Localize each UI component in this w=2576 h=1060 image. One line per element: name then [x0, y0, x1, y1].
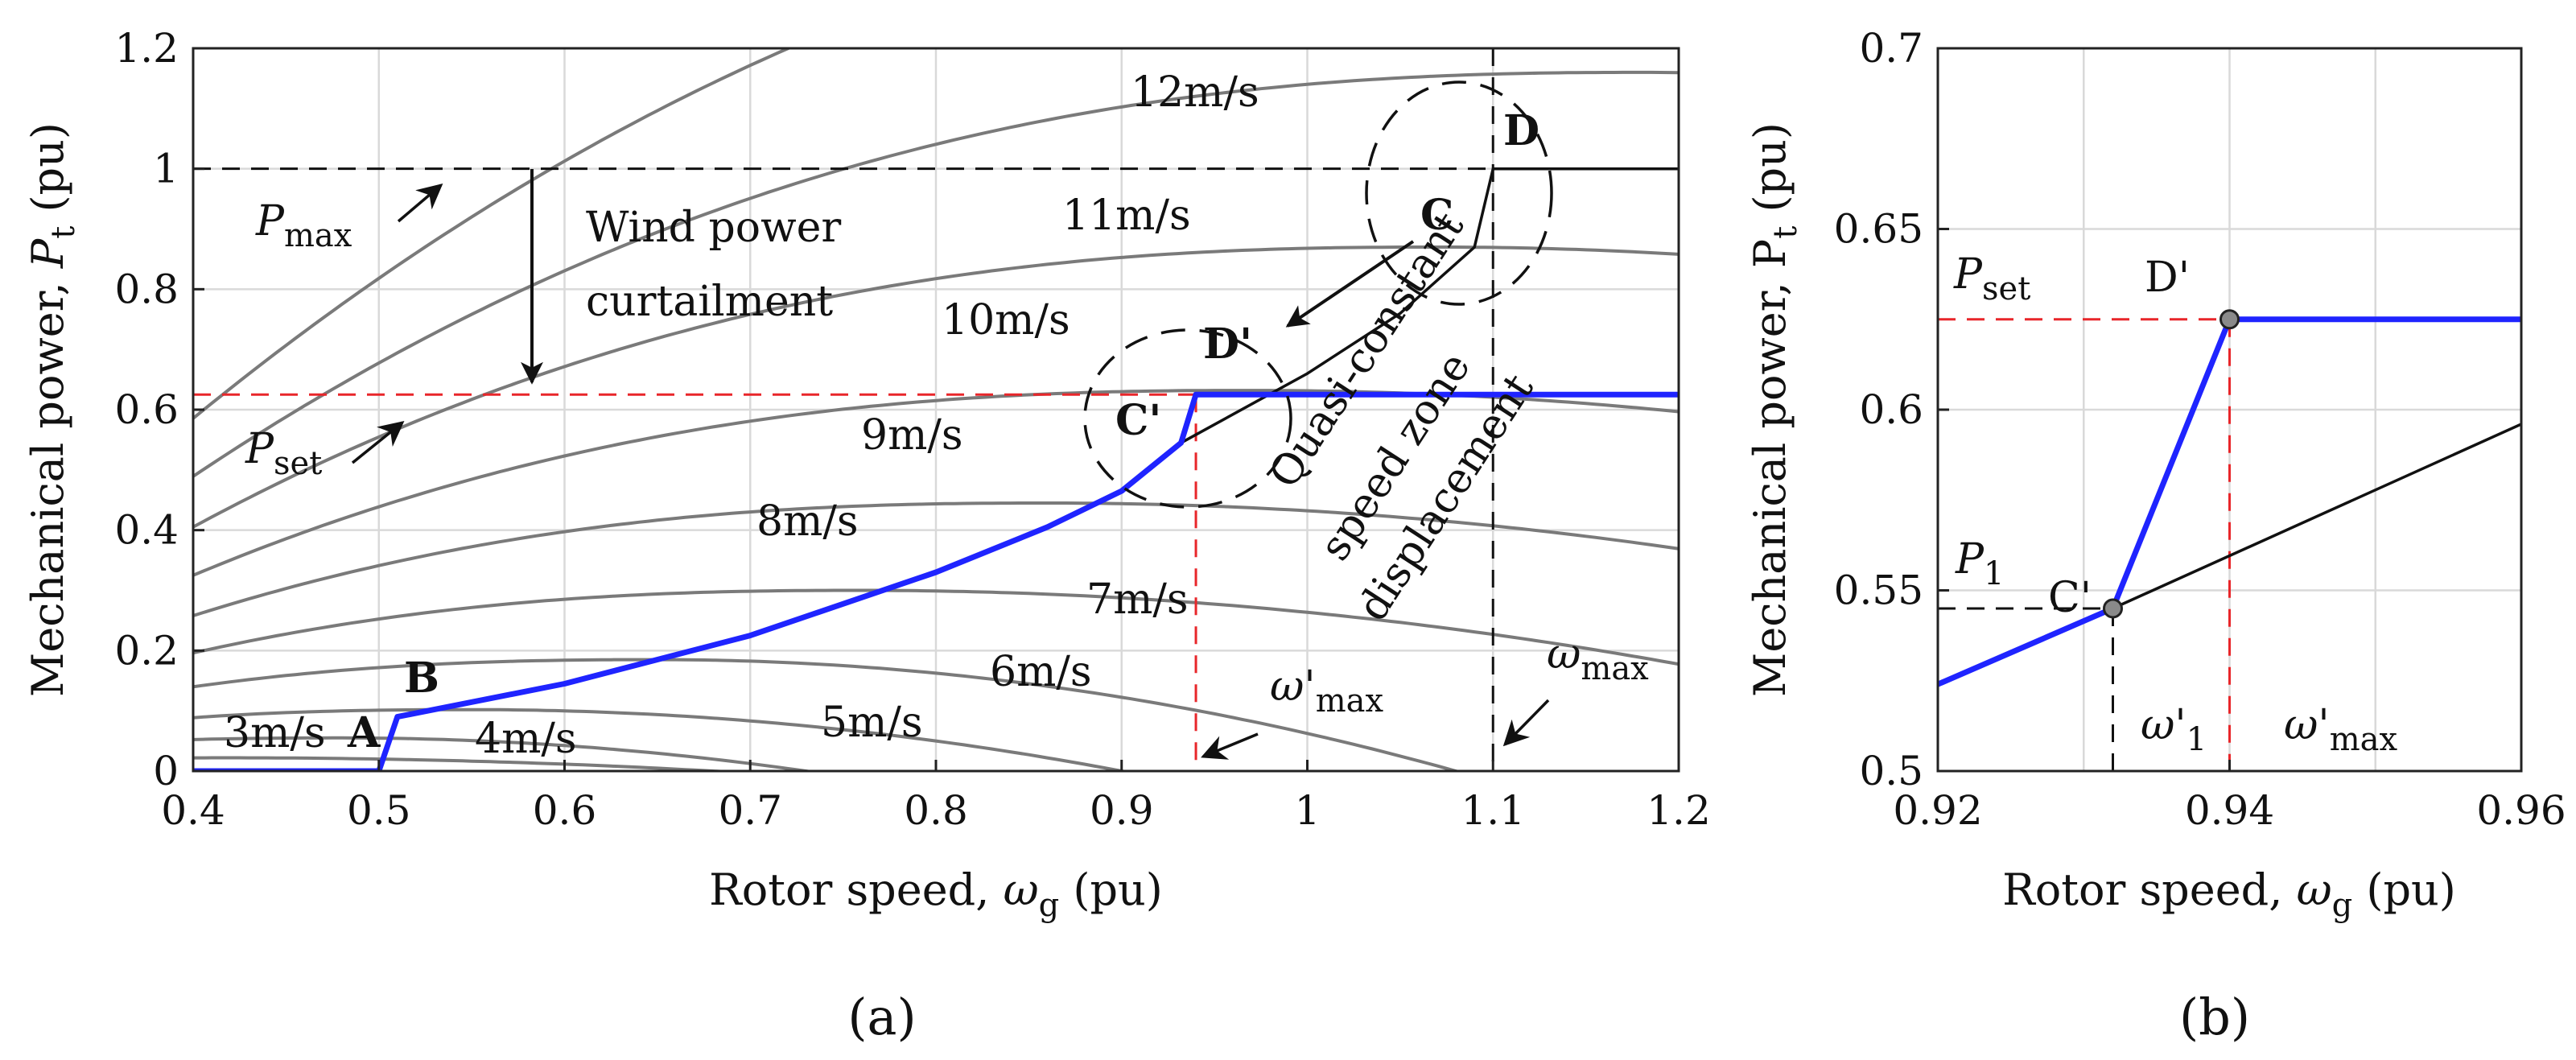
point-label-a: A: [347, 708, 381, 757]
label-9ms: 9m/s: [861, 411, 963, 460]
displacement-arrow: [1285, 240, 1415, 328]
panel-b-markers: [2103, 309, 2240, 619]
x-tick-label: 1.2: [1647, 787, 1711, 834]
label-6ms: 6m/s: [990, 648, 1092, 696]
y-tick-label: 1.2: [114, 25, 179, 72]
label-11ms: 11m/s: [1062, 192, 1191, 240]
panel-b-label: (b): [2179, 988, 2250, 1046]
marker-d-prime: [2219, 309, 2240, 330]
label-4ms: 4m/s: [475, 715, 577, 763]
panel-b-x-axis-label: Rotor speed, ωg (pu): [2002, 864, 2456, 924]
curtailed-blue-curve: [193, 391, 1679, 771]
wind-curve-10ms: [193, 245, 1679, 529]
label-12ms: 12m/s: [1131, 68, 1259, 117]
y-tick-label: 0.7: [1859, 25, 1923, 72]
x-tick-label: 1.1: [1461, 787, 1525, 834]
p-1-label: P1: [1955, 535, 2004, 592]
y-tick-label: 0.65: [1834, 206, 1923, 253]
panel-a-x-ticks: 0.4 0.5 0.6 0.7 0.8 0.9 1 1.1 1.2: [161, 760, 1711, 834]
label-5ms: 5m/s: [821, 699, 923, 747]
p-set-label: Pset: [245, 425, 322, 482]
omega-max-arrow: [1502, 699, 1550, 747]
x-tick-label: 0.7: [718, 787, 782, 834]
panel-b-y-ticks: 0.5 0.55 0.6 0.65 0.7: [1834, 25, 1949, 794]
x-tick-label: 0.96: [2476, 787, 2566, 834]
y-tick-label: 0.2: [114, 627, 179, 674]
panel-a-chart: 0.4 0.5 0.6 0.7 0.8 0.9 1 1.1 1.2 0 0.2 0.4 0.6 0.8 1…: [23, 25, 1711, 1046]
p-set-label-b: Pset: [1953, 250, 2030, 307]
wind-curve-6ms: [193, 658, 1462, 771]
panel-b-chart: 0.92 0.94 0.96 0.5 0.55 0.6 0.65 0.7 C' D' Pse…: [1745, 25, 2566, 1046]
point-label-c-prime: C': [1115, 396, 1161, 445]
wind-curve-12ms: [193, 48, 793, 420]
marker-label-c-prime: C': [2048, 574, 2092, 622]
y-tick-label: 0.8: [114, 266, 179, 312]
p-set-arrow: [351, 421, 405, 464]
wind-curve-7ms: [193, 588, 1679, 666]
point-label-d: D: [1503, 106, 1539, 155]
x-tick-label: 0.8: [904, 787, 968, 834]
wind-curve-3ms: [193, 756, 741, 771]
wind-curve-8ms: [193, 501, 1679, 617]
omega-max-label: ωmax: [1547, 630, 1649, 687]
marker-label-d-prime: D': [2145, 254, 2190, 302]
omega-1-prime-label: ω'1: [2141, 701, 2207, 758]
x-tick-label: 0.4: [161, 787, 225, 834]
mppt-black-curve: [1180, 167, 1679, 444]
x-tick-label: 0.9: [1090, 787, 1154, 834]
omega-max-prime-arrow: [1201, 732, 1259, 760]
panel-b-y-axis-label: Mechanical power, Pt (pu): [1745, 122, 1804, 697]
panel-a-y-axis-label: Mechanical power, Pt (pu): [23, 122, 82, 697]
omega-max-prime-label-b: ω'max: [2284, 701, 2397, 758]
wind-curve-4ms: [193, 736, 818, 771]
curtailment-text-1: Wind power: [586, 204, 841, 252]
mppt-black-curve-b: [2112, 423, 2521, 610]
curtailed-blue-curve-b: [1938, 316, 2521, 687]
panel-a-y-ticks: 0 0.2 0.4 0.6 0.8 1 1.2: [114, 25, 204, 794]
y-tick-label: 0.6: [1859, 386, 1923, 433]
zone-circle-cd-prime: [1083, 328, 1292, 509]
point-label-b: B: [404, 654, 439, 703]
omega-max-prime-label: ω'max: [1270, 662, 1383, 720]
x-tick-label: 0.92: [1893, 787, 1982, 834]
zone-circle-cd: [1365, 80, 1553, 306]
marker-c-prime: [2103, 598, 2123, 619]
panel-a-x-axis-label: Rotor speed, ωg (pu): [709, 864, 1163, 924]
p-max-label: Pmax: [255, 197, 352, 254]
wind-curve-11ms: [193, 70, 1679, 478]
y-tick-label: 0: [153, 748, 179, 794]
x-tick-label: 1: [1295, 787, 1321, 834]
curtailment-text-2: curtailment: [586, 278, 833, 326]
label-10ms: 10m/s: [942, 296, 1070, 344]
y-tick-label: 0.4: [114, 507, 179, 554]
label-7ms: 7m/s: [1086, 575, 1189, 624]
x-tick-label: 0.94: [2185, 787, 2274, 834]
x-tick-label: 0.6: [533, 787, 597, 834]
panel-a-label: (a): [847, 988, 916, 1046]
label-8ms: 8m/s: [756, 497, 859, 546]
y-tick-label: 1: [153, 146, 179, 192]
y-tick-label: 0.6: [114, 386, 179, 433]
panel-b-x-ticks: 0.92 0.94 0.96: [1893, 760, 2566, 834]
label-3ms: 3m/s: [224, 709, 326, 757]
y-tick-label: 0.5: [1859, 748, 1923, 794]
point-label-c: C: [1420, 191, 1453, 240]
y-tick-label: 0.55: [1834, 567, 1923, 614]
p-max-arrow: [397, 183, 443, 223]
x-tick-label: 0.5: [347, 787, 411, 834]
